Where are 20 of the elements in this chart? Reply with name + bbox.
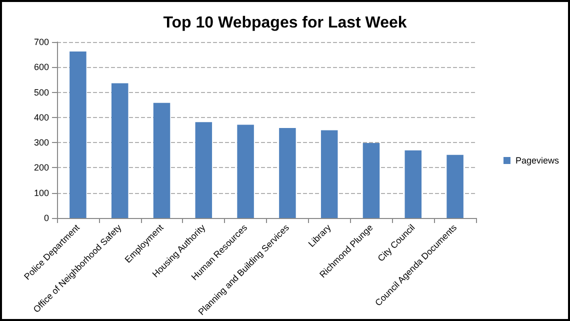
y-tick-label: 300 [34, 138, 49, 148]
bar [279, 128, 296, 218]
bar [446, 154, 464, 218]
bar [320, 130, 338, 218]
y-tick-label: 500 [34, 87, 49, 98]
y-tick-label: 100 [34, 188, 49, 198]
legend-label: Pageviews [515, 156, 560, 166]
bar [404, 150, 422, 218]
bar [111, 83, 128, 218]
y-tick-label: 200 [34, 162, 49, 173]
y-tick-label: 400 [34, 112, 49, 122]
chart-title: Top 10 Webpages for Last Week [163, 14, 407, 32]
y-tick-label: 0 [44, 212, 49, 223]
y-tick-label: 700 [34, 37, 49, 47]
bar [70, 52, 86, 218]
bar [362, 143, 380, 218]
y-tick-label: 600 [34, 62, 49, 72]
bar [195, 122, 212, 218]
bar [237, 124, 254, 218]
bar [153, 102, 170, 218]
